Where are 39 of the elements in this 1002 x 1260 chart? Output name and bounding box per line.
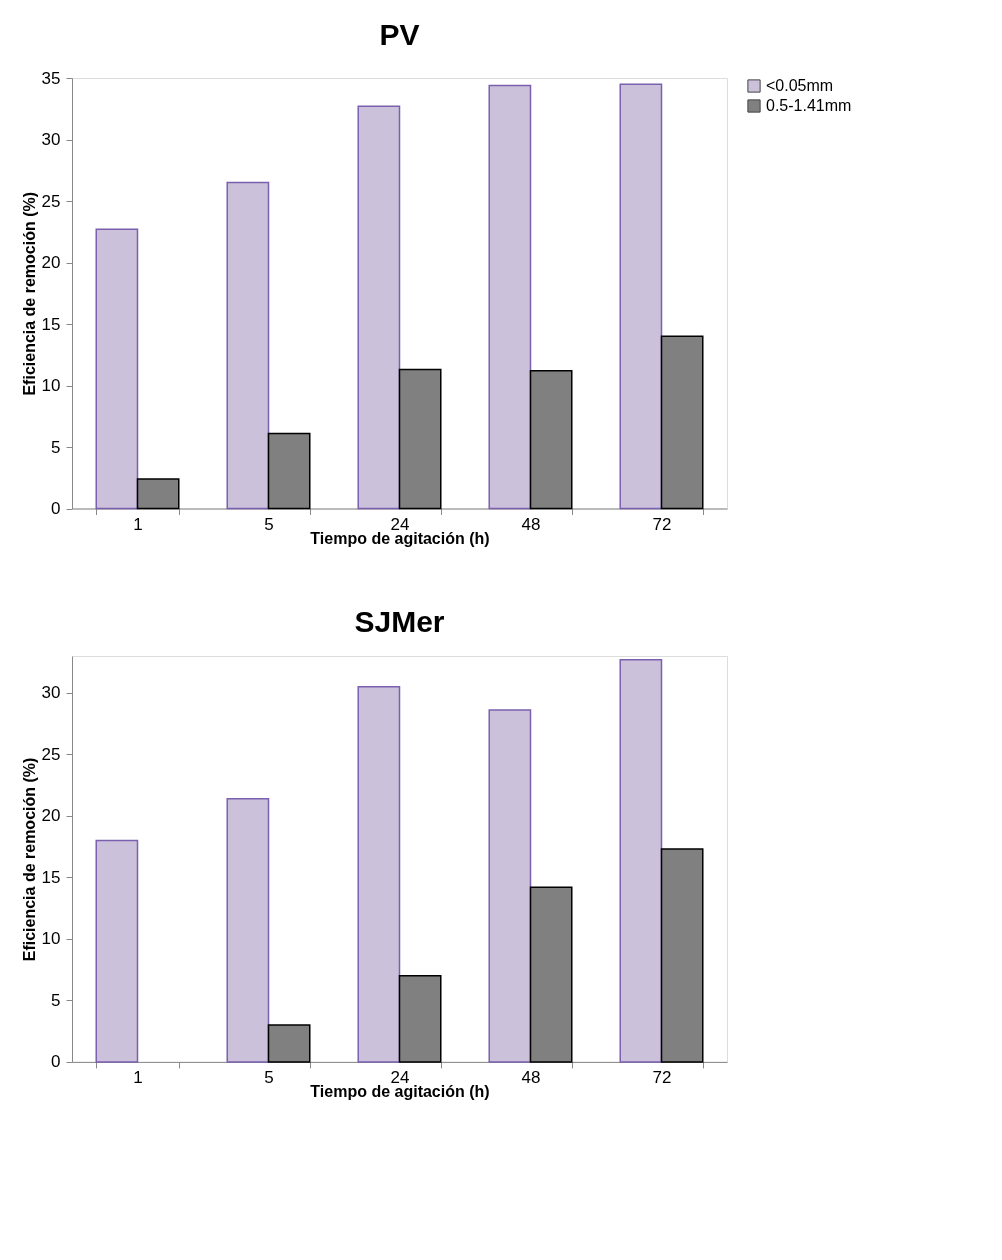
bar	[619, 658, 663, 1063]
x-tick-label: 48	[521, 515, 541, 534]
bar	[619, 83, 663, 510]
legend-label: <0.05mm	[766, 77, 834, 94]
bar	[488, 84, 532, 510]
bar	[95, 228, 139, 510]
y-tick-label: 25	[41, 191, 61, 211]
x-tick-label: 5	[264, 1068, 274, 1088]
y-tick-label: 10	[41, 929, 61, 949]
bar	[95, 839, 139, 1063]
y-tick-label: 5	[51, 437, 61, 457]
y-axis-title: Eficiencia de remoción (%)	[20, 191, 38, 396]
y-tick-label: 25	[41, 744, 61, 764]
x-tick-label: 72	[652, 1068, 672, 1088]
bar	[357, 686, 401, 1063]
bar	[488, 709, 532, 1063]
y-tick-label: 5	[51, 990, 61, 1010]
y-tick-label: 30	[41, 130, 61, 149]
x-tick-label: 1	[133, 515, 143, 534]
bar	[357, 105, 401, 510]
chart-title: SJMer	[354, 605, 445, 638]
y-tick-label: 20	[41, 253, 61, 272]
bar	[226, 797, 270, 1063]
y-tick-label: 35	[41, 68, 61, 88]
x-tick-label: 72	[652, 515, 672, 534]
chart-title: PV	[379, 18, 420, 51]
y-axis-title: Eficiencia de remoción (%)	[20, 757, 38, 962]
bar	[226, 181, 270, 510]
y-tick-label: 0	[51, 499, 61, 518]
y-tick-label: 0	[51, 1052, 61, 1072]
x-tick-label: 5	[264, 515, 274, 534]
y-tick-label: 20	[41, 806, 61, 826]
legend-label: 0.5-1.41mm	[766, 97, 852, 114]
y-tick-label: 15	[41, 314, 61, 334]
y-tick-label: 30	[41, 683, 61, 703]
x-tick-label: 1	[133, 1068, 143, 1088]
x-tick-label: 48	[521, 1068, 541, 1088]
y-tick-label: 15	[41, 867, 61, 887]
y-tick-label: 10	[41, 376, 61, 395]
